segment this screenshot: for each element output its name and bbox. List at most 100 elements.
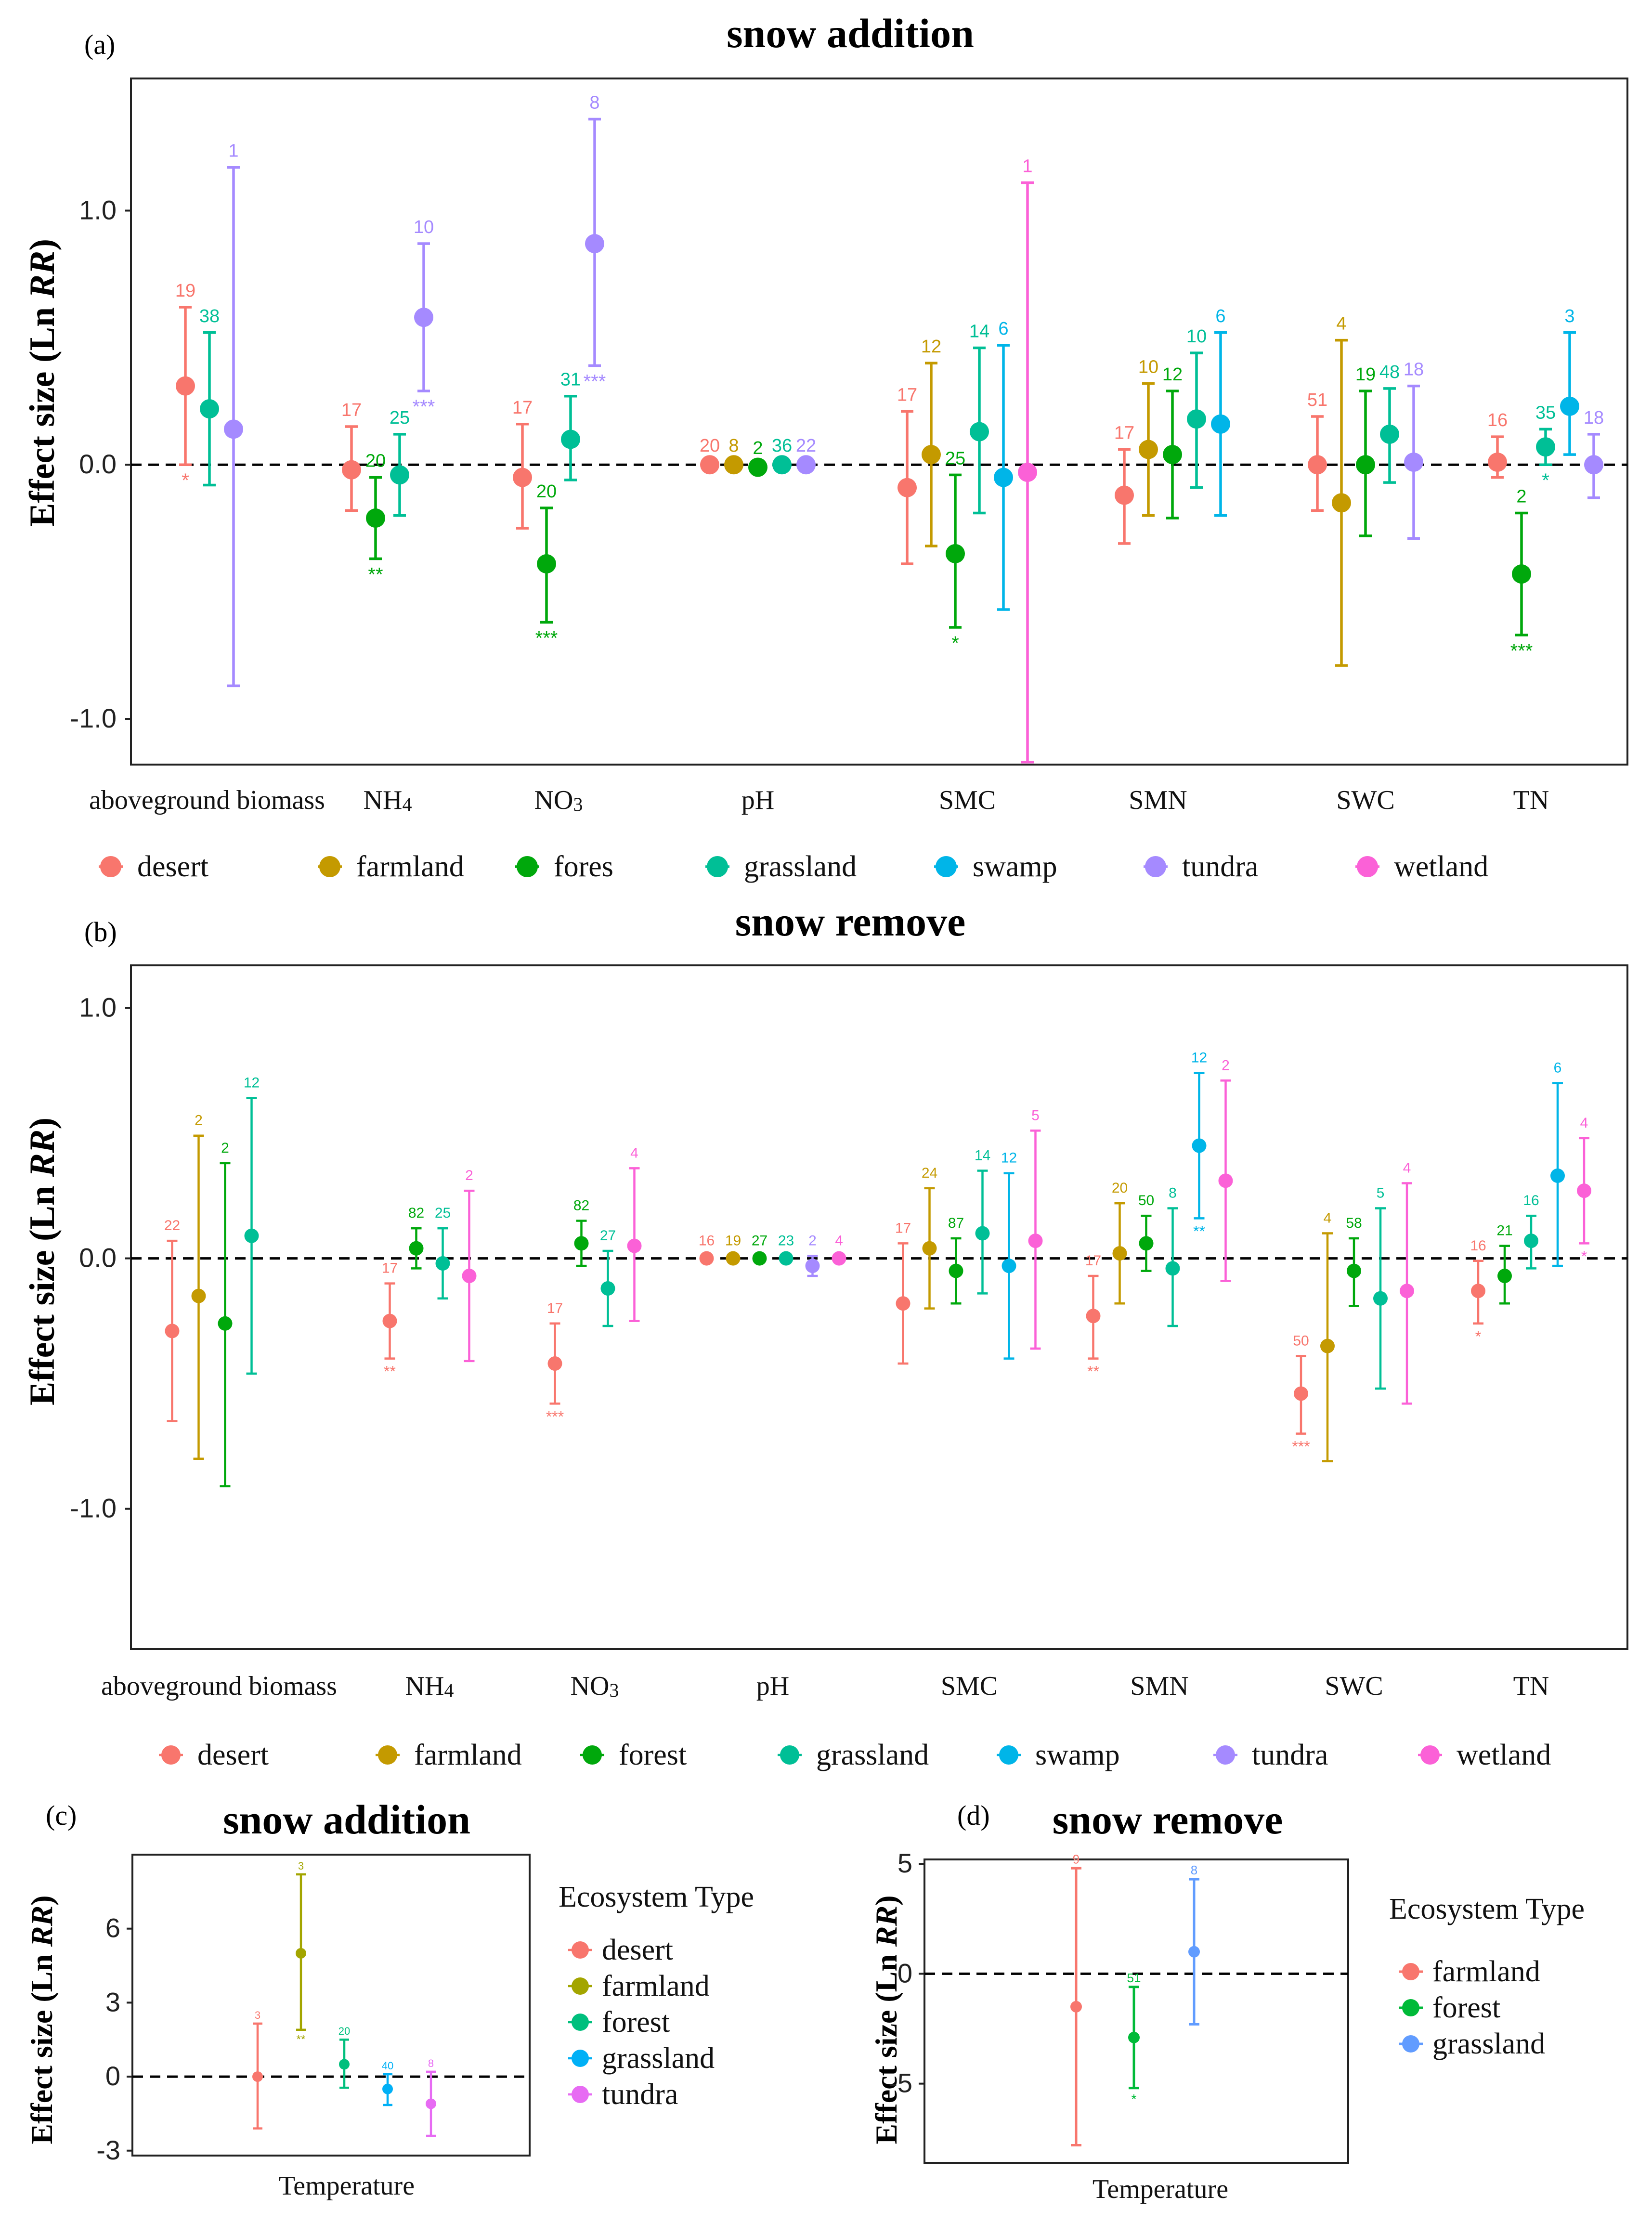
data-point-smn-swamp: 12 ** [1191, 1050, 1207, 1240]
data-point-smn-desert: 17 [1114, 423, 1134, 545]
data-point-smn-farmland: 20 [1112, 1180, 1128, 1305]
data-point-swc-farmland: 4 [1332, 314, 1351, 667]
mean-point [1070, 2001, 1082, 2013]
sample-size-label: 8 [728, 436, 739, 456]
mean-point [922, 1241, 937, 1256]
data-point-tn-tundra: 18 [1584, 408, 1604, 499]
mean-point [724, 455, 743, 475]
data-point-smc-farmland: 24 [922, 1165, 937, 1310]
legend-item-forest: forest [1399, 1991, 1500, 2024]
data-point-smc-forest: 87 [948, 1215, 964, 1305]
sample-size-label: 36 [772, 436, 792, 456]
mean-point [1018, 463, 1037, 482]
x-category-label: aboveground biomass [89, 785, 325, 815]
sample-size-label: 82 [573, 1198, 589, 1214]
legend-label: tundra [1182, 850, 1258, 883]
legend-item-forest: forest [568, 2006, 670, 2039]
mean-point [1320, 1338, 1335, 1353]
sample-size-label: 50 [1293, 1333, 1309, 1349]
mean-point [513, 468, 532, 487]
data-point-aboveground-biomass-grassland: 12 [244, 1075, 260, 1375]
sample-size-label: 8 [428, 2057, 434, 2069]
mean-point [1577, 1183, 1591, 1198]
legend-swatch [707, 856, 728, 877]
panel-c-frame [131, 1854, 531, 2157]
panel-a: (a) snow addition Effect size (Ln RR) 1.… [23, 10, 1628, 883]
legend-item-tundra: tundra [1144, 850, 1258, 883]
legend-item-farmland: farmland [568, 1970, 710, 2002]
sample-size-label: 50 [1138, 1193, 1154, 1208]
sample-size-label: 19 [1355, 364, 1376, 385]
data-point-desert: 3 [252, 2009, 263, 2130]
legend-item-swamp: swamp [934, 850, 1057, 883]
mean-point [339, 2059, 350, 2070]
significance-label: *** [413, 396, 435, 417]
significance-label: * [1132, 2092, 1137, 2106]
mean-point [165, 1324, 180, 1338]
sample-size-label: 40 [382, 2060, 393, 2072]
sample-size-label: 4 [1403, 1160, 1411, 1176]
panel-d-frame [924, 1858, 1349, 2164]
data-point-ph-desert: 16 [699, 1233, 715, 1266]
data-point-ph-tundra: 2 [805, 1233, 820, 1277]
mean-point [752, 1251, 767, 1266]
data-point-no3-forest: 82 [573, 1198, 589, 1267]
x-category-label: SWC [1336, 785, 1394, 815]
data-point-nh4-wetland: 2 [462, 1168, 477, 1363]
sample-size-label: 4 [630, 1145, 638, 1161]
sample-size-label: 6 [1215, 306, 1225, 326]
legend-label: forest [619, 1739, 687, 1771]
sample-size-label: 20 [536, 481, 557, 502]
sample-size-label: 17 [382, 1260, 398, 1276]
legend-swatch [572, 2050, 589, 2067]
sample-size-label: 10 [1186, 326, 1207, 347]
sample-size-label: 20 [338, 2025, 350, 2037]
sample-size-label: 6 [998, 319, 1008, 339]
legend-label: desert [137, 850, 208, 883]
mean-point [414, 308, 433, 327]
mean-point [1139, 1236, 1154, 1251]
sample-size-label: 58 [1346, 1215, 1362, 1231]
sample-size-label: 3 [255, 2009, 260, 2021]
sample-size-label: 3 [1564, 306, 1574, 326]
mean-point [1400, 1284, 1414, 1299]
mean-point [796, 455, 816, 475]
panel-b-label: (b) [84, 916, 117, 948]
mean-point [946, 544, 965, 563]
legend-item-wetland: wetland [1418, 1739, 1551, 1771]
data-point-aboveground-biomass-desert: 19 * [175, 281, 195, 491]
data-point-tn-wetland: 4* [1577, 1115, 1591, 1265]
legend-item-farmland: farmland [376, 1739, 522, 1771]
sample-size-label: 12 [921, 337, 941, 357]
sample-size-label: 23 [778, 1233, 794, 1248]
legend-label: grassland [816, 1739, 929, 1771]
y-tick-label: 0.0 [79, 449, 117, 479]
legend-item-grassland: grassland [568, 2042, 715, 2075]
data-point-no3-tundra: 8 *** [584, 92, 606, 392]
mean-point [1373, 1291, 1388, 1306]
data-point-smc-swamp: 12 [1001, 1150, 1017, 1360]
mean-point [252, 2071, 263, 2082]
mean-point [805, 1259, 820, 1273]
mean-point [1524, 1234, 1538, 1248]
mean-point [1471, 1284, 1485, 1299]
data-point-smc-grassland: 14 [975, 1148, 990, 1295]
sample-size-label: 16 [1487, 410, 1508, 430]
sample-size-label: 1 [228, 141, 238, 161]
sample-size-label: 2 [1222, 1057, 1230, 1073]
legend-item-farmland: farmland [318, 850, 464, 883]
mean-point [1332, 493, 1351, 513]
sample-size-label: 51 [1127, 1971, 1141, 1985]
data-point-smc-desert: 17 [895, 1220, 911, 1365]
panel-c-x-axis-label: Temperature [279, 2171, 415, 2201]
mean-point [922, 445, 941, 465]
data-point-aboveground-biomass-grassland: 38 [199, 306, 220, 487]
sample-size-label: 5 [1031, 1107, 1040, 1123]
legend-item-farmland: farmland [1399, 1955, 1540, 1988]
mean-point [1128, 2031, 1140, 2043]
legend-swatch [583, 1745, 602, 1765]
significance-label: *** [584, 371, 606, 392]
data-point-smn-forest: 12 [1162, 364, 1183, 520]
sample-size-label: 38 [199, 306, 220, 326]
mean-point [1347, 1263, 1361, 1278]
